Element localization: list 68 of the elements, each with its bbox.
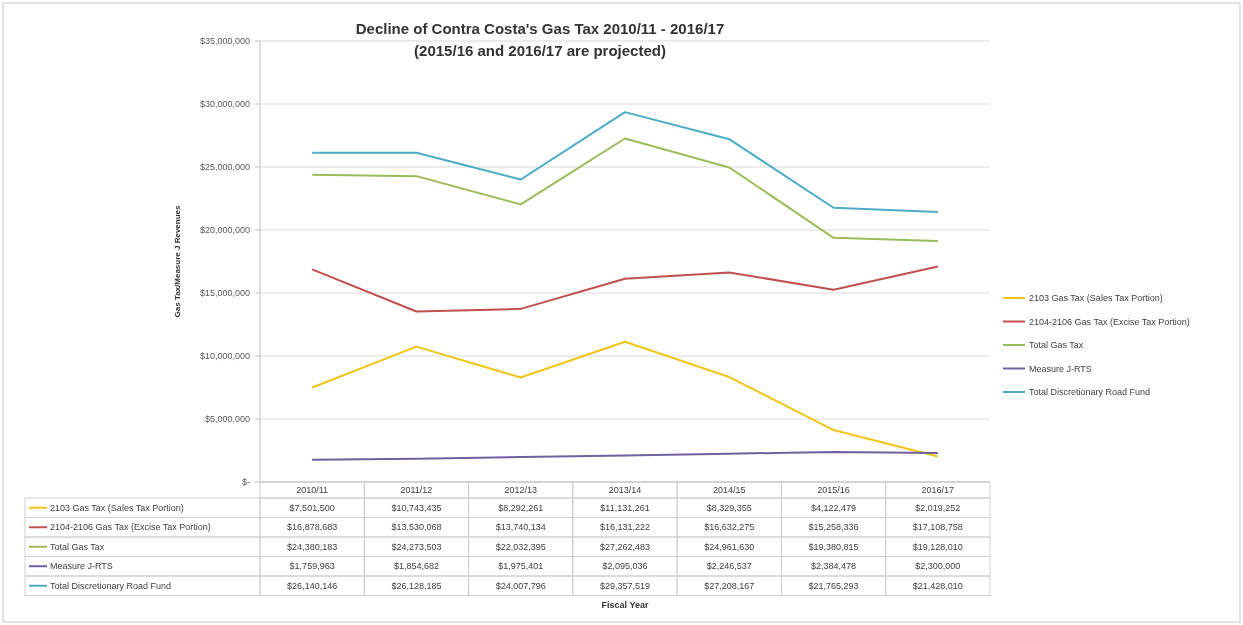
data-label: $24,380,183 — [287, 541, 338, 552]
text: 2104-2106 Gas Tax (Excise Tax Portion) — [50, 522, 211, 533]
line-series — [311, 340, 939, 458]
line-series — [311, 111, 939, 214]
data-label: $1,854,682 — [393, 561, 439, 572]
line-series — [311, 265, 939, 313]
data-label: $26,128,185 — [391, 580, 442, 591]
x-tick-label: 2015/16 — [817, 485, 850, 495]
y-tick-label: $25,000,000 — [199, 162, 250, 172]
data-label: $21,765,293 — [808, 580, 859, 591]
data-label: $4,122,479 — [811, 502, 857, 513]
data-label: $2,246,537 — [706, 561, 752, 572]
legend-label: Total Discretionary Road Fund — [1029, 387, 1151, 397]
y-tick-label: $5,000,000 — [204, 414, 250, 424]
data-label: $8,292,261 — [498, 502, 544, 513]
text: Fiscal Year — [601, 599, 649, 610]
text: Total Discretionary Road Fund — [50, 580, 172, 591]
data-label: $16,878,683 — [287, 522, 338, 533]
y-tick-label: $20,000,000 — [199, 225, 250, 235]
data-label: $10,743,435 — [391, 502, 442, 513]
data-label: $24,961,630 — [704, 541, 755, 552]
chart-title: Decline of Contra Costa's Gas Tax 2010/11 - 2016/17 (2015/16 and 2016/17 are projected) — [355, 20, 725, 59]
data-label: $29,357,519 — [599, 580, 651, 591]
line-series — [311, 450, 939, 461]
data-label: $2,095,036 — [602, 561, 648, 572]
data-label: $7,501,500 — [289, 502, 335, 513]
x-tick-label: 2016/17 — [921, 485, 955, 495]
text: Measure J-RTS — [50, 561, 113, 572]
y-axis-title: Gas Tax/Measure J Revenues — [173, 205, 182, 318]
legend-label: Measure J-RTS — [1029, 363, 1092, 374]
data-label: $11,131,261 — [600, 502, 650, 513]
data-label: $19,380,815 — [808, 541, 859, 552]
data-label: $27,262,483 — [599, 541, 651, 552]
data-label: $2,019,252 — [915, 502, 961, 513]
text: Total Gas Tax — [50, 541, 105, 552]
data-label: $27,208,167 — [704, 580, 755, 591]
x-tick-label: 2012/13 — [504, 485, 537, 495]
y-tick-label: $15,000,000 — [199, 288, 250, 298]
data-label: $17,108,758 — [912, 522, 963, 533]
line-series — [311, 137, 939, 242]
data-label: $8,329,355 — [706, 502, 752, 513]
data-label: $2,384,478 — [811, 561, 857, 572]
data-label: $21,428,010 — [912, 580, 963, 591]
data-label: $26,140,146 — [287, 580, 338, 591]
data-label: $13,530,068 — [391, 522, 442, 533]
data-label: $2,300,000 — [915, 561, 961, 572]
x-tick-label: 2014/15 — [713, 485, 746, 495]
text: 2103 Gas Tax (Sales Tax Portion) — [50, 502, 184, 513]
data-label: $16,131,222 — [599, 522, 651, 533]
data-label: $19,128,010 — [912, 541, 963, 552]
x-tick-label: 2010/11 — [296, 485, 329, 495]
data-label: $24,007,796 — [495, 580, 546, 591]
x-tick-label: 2011/12 — [400, 485, 433, 495]
legend-label: 2103 Gas Tax (Sales Tax Portion) — [1029, 293, 1163, 303]
data-label: $1,975,401 — [498, 561, 544, 572]
data-label: $13,740,134 — [495, 522, 546, 533]
y-tick-label: $- — [241, 477, 250, 487]
data-label: $15,258,336 — [808, 522, 859, 533]
data-label: $1,759,963 — [289, 561, 335, 572]
legend-label: 2104-2106 Gas Tax (Excise Tax Portion) — [1029, 316, 1190, 327]
y-tick-label: $10,000,000 — [199, 351, 250, 361]
x-tick-label: 2013/14 — [608, 485, 642, 495]
data-label: $22,032,395 — [495, 541, 546, 552]
data-label: $16,632,275 — [704, 522, 755, 533]
legend-label: Total Gas Tax — [1029, 340, 1084, 350]
y-tick-label: $30,000,000 — [199, 99, 250, 109]
y-tick-label: $35,000,000 — [199, 36, 250, 46]
data-label: $24,273,503 — [391, 541, 442, 552]
